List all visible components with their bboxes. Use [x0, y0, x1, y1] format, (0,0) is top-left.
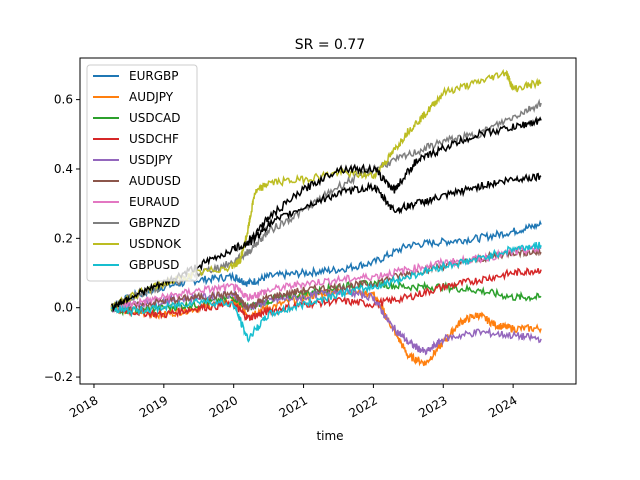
series-line-audjpy	[110, 285, 542, 367]
legend-entry-label: USDNOK	[129, 237, 182, 251]
chart-title: SR = 0.77	[295, 37, 365, 53]
legend-entry-label: EURGBP	[129, 69, 178, 83]
legend-entry-label: GBPNZD	[129, 216, 180, 230]
x-axis-label: time	[316, 429, 343, 443]
series-line-unlabeled-11	[247, 115, 542, 243]
series-line-gbpusd	[110, 241, 542, 343]
legend: EURGBP AUDJPY USDCAD USDCHF USDJPY AUDUSD EURA…	[86, 64, 198, 282]
y-tick-label: 0.4	[54, 162, 73, 176]
legend-entry-label: EURAUD	[129, 195, 179, 209]
legend-entry-label: GBPUSD	[129, 258, 179, 272]
series-line-usdcad	[110, 278, 542, 318]
y-tick-label: 0.0	[54, 301, 73, 315]
plot-frame	[79, 57, 577, 385]
legend-entry-label: USDJPY	[129, 153, 173, 167]
y-tick-label: −0.2	[44, 370, 73, 384]
legend-entry-label: AUDUSD	[129, 174, 181, 188]
legend-entry-label: AUDJPY	[129, 90, 174, 104]
y-tick-label: 0.2	[54, 231, 73, 245]
y-tick-label: 0.6	[54, 93, 73, 107]
legend-entry-label: USDCAD	[129, 111, 180, 125]
series-line-eurgbp	[110, 219, 542, 313]
series-line-euraud	[111, 244, 542, 314]
legend-entry-label: USDCHF	[129, 132, 179, 146]
